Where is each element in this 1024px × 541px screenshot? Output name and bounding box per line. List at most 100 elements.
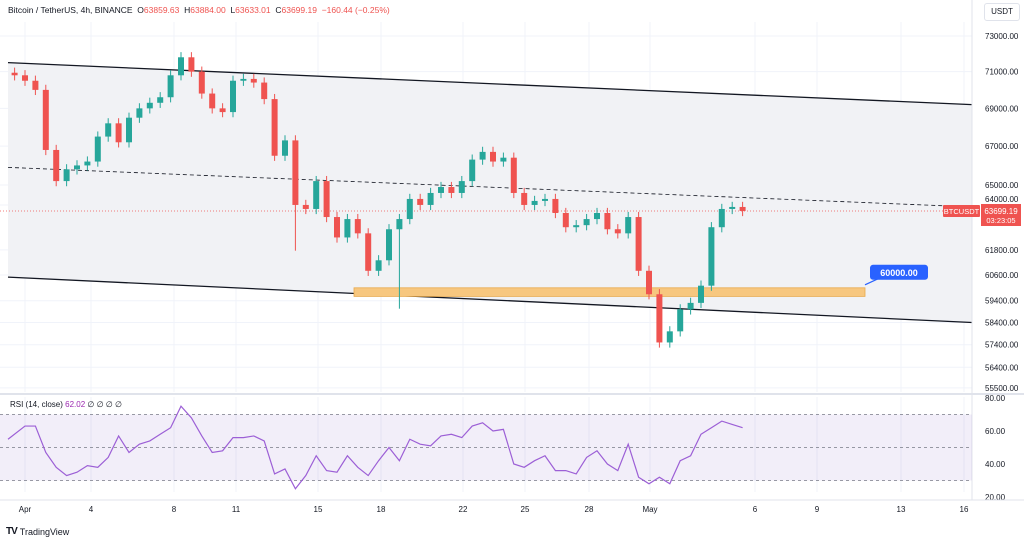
currency-button[interactable]: USDT (984, 3, 1020, 21)
candle (282, 135, 288, 161)
candle-body (115, 123, 122, 143)
rsi-extra-values: ∅ ∅ ∅ ∅ (87, 400, 122, 409)
candle-body (323, 181, 330, 218)
candle (94, 131, 101, 167)
candle (313, 175, 320, 215)
candle-body (698, 285, 704, 303)
time-axis-tick: 18 (377, 505, 386, 514)
callout-box (870, 264, 928, 280)
candle-body (375, 260, 382, 271)
time-axis-tick: 4 (89, 505, 94, 514)
candle-body (406, 198, 413, 220)
candle (698, 280, 704, 309)
candle (458, 175, 465, 199)
candle (469, 154, 476, 187)
candle-body (646, 270, 652, 295)
candle-body (53, 149, 60, 182)
last-price-value: 63699.19 (984, 207, 1018, 216)
candle-body (552, 198, 559, 213)
channel-lower-line (7, 276, 973, 324)
candle (396, 213, 403, 309)
candle-body (386, 229, 392, 261)
candle (344, 213, 351, 243)
candle-body (448, 187, 455, 193)
candle (22, 70, 28, 86)
time-axis-tick: 22 (459, 505, 468, 514)
candle (240, 73, 247, 86)
candle (729, 201, 736, 215)
price-axis-tick: 56400.00 (985, 363, 1019, 372)
candle (500, 152, 507, 167)
candle (386, 224, 392, 266)
time-axis-tick: Apr (19, 505, 32, 514)
price-axis-tick: 57400.00 (985, 341, 1019, 350)
candle (666, 326, 673, 348)
low-label: L (230, 5, 236, 15)
candle-body (573, 225, 580, 228)
candle-body (282, 140, 288, 156)
candle-body (521, 192, 528, 205)
candle-body (677, 309, 684, 332)
price-axis-tick: 60600.00 (985, 271, 1019, 280)
symbol-legend: Bitcoin / TetherUS, 4h, BINANCE O63859.6… (8, 5, 390, 15)
candle (510, 152, 517, 199)
candle (479, 146, 486, 165)
candle (552, 193, 559, 219)
candle-body (292, 140, 299, 205)
time-axis-tick: 6 (753, 505, 758, 514)
candle (604, 207, 611, 235)
time-axis-tick: 28 (585, 505, 594, 514)
candle-body (666, 331, 673, 343)
channel-fill (8, 62, 972, 323)
candle (157, 92, 164, 108)
candle (178, 52, 184, 81)
candle-body (230, 80, 236, 113)
candle (490, 146, 496, 167)
time-axis-tick: 16 (960, 505, 969, 514)
candle-body (656, 294, 663, 343)
price-axis-tick: 69000.00 (985, 104, 1019, 113)
candle-body (126, 117, 132, 143)
candle-body (708, 227, 715, 286)
low-value: 63633.01 (235, 5, 271, 15)
high-label: H (184, 5, 191, 15)
candle-body (157, 97, 164, 103)
open-label: O (137, 5, 144, 15)
candle (323, 175, 330, 223)
candle-body (209, 93, 216, 109)
candle (562, 207, 569, 233)
candle (687, 297, 694, 315)
candle (573, 220, 580, 233)
candle (302, 199, 309, 215)
price-axis-tick: 64000.00 (985, 195, 1019, 204)
candle (614, 224, 621, 239)
candle-body (625, 217, 632, 234)
candle (126, 112, 132, 148)
rsi-legend: RSI (14, close) 62.02 ∅ ∅ ∅ ∅ (10, 400, 122, 409)
candle-body (11, 72, 18, 76)
candle-body (198, 71, 205, 94)
candle-body (562, 212, 569, 228)
candle (115, 118, 122, 148)
change-value: −160.44 (−0.25%) (321, 5, 390, 15)
candle-body (178, 57, 184, 76)
price-axis-tick: 71000.00 (985, 68, 1019, 77)
candle-body (84, 161, 91, 166)
high-value: 63884.00 (190, 5, 226, 15)
candle (677, 304, 684, 337)
candle (105, 118, 112, 142)
tradingview-logo[interactable]: TV TradingView (6, 526, 69, 537)
tradingview-logo-icon: TV (6, 526, 18, 537)
price-axis-tick: 59400.00 (985, 297, 1019, 306)
candle-body (354, 219, 361, 234)
rsi-axis-tick: 60.00 (985, 427, 1006, 436)
candle-body (510, 157, 517, 193)
rsi-axis-tick: 20.00 (985, 493, 1006, 502)
candle (198, 66, 205, 99)
candle-body (261, 82, 268, 100)
symbol-tag (943, 204, 980, 217)
candle-body (479, 151, 486, 160)
candle (417, 193, 424, 211)
candle (625, 211, 632, 239)
